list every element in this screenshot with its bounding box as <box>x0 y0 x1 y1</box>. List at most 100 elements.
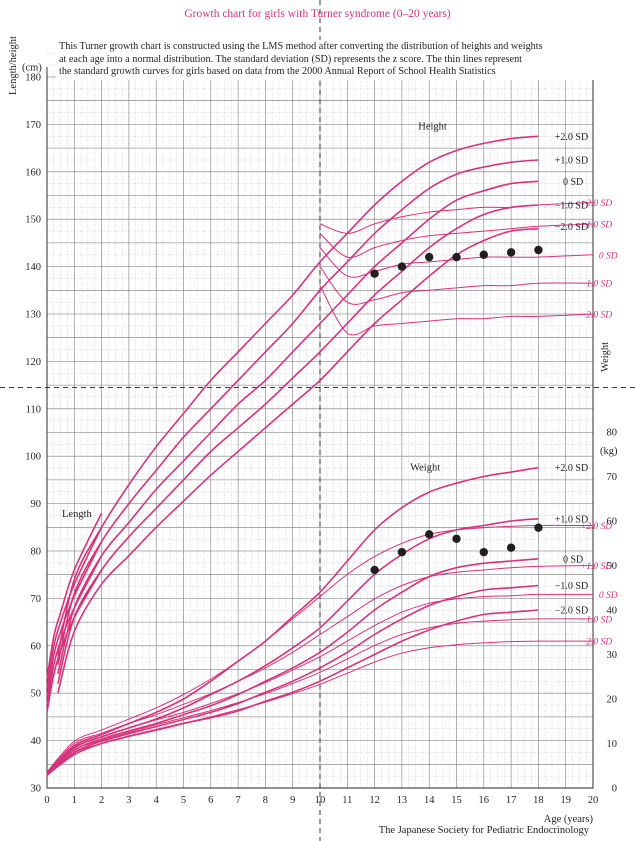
source-credit: The Japanese Society for Pediatric Endoc… <box>378 825 589 836</box>
right-tick-label: 60 <box>607 517 618 528</box>
patient-height-point <box>534 245 543 255</box>
weight-annotation: Weight <box>410 463 440 474</box>
sd-label: +1.0 SD <box>580 562 612 572</box>
turner-height-curve <box>57 159 539 665</box>
x-axis-label: Age (years) <box>544 814 594 825</box>
standard-height-curve <box>319 247 594 278</box>
left-tick-label: 150 <box>25 215 41 226</box>
axis-ticks: 0 1 2 3 4 5 6 7 8 9 10 11 12 13 14 15 16 17 18 19 2030405060… <box>22 63 618 825</box>
left-tick-label: 30 <box>31 784 42 795</box>
turner-height-curve <box>57 180 539 675</box>
right-axis-label: Weight <box>600 341 611 372</box>
turner-height-curve <box>57 227 539 694</box>
x-tick-label: 9 <box>290 795 295 806</box>
patient-height-point <box>452 252 461 262</box>
patient-weight-point <box>479 547 488 557</box>
right-tick-label: 70 <box>607 472 618 483</box>
sd-label: 0 SD <box>563 554 583 565</box>
caption-line: This Turner growth chart is constructed … <box>59 41 543 52</box>
patient-weight-point <box>425 530 434 539</box>
x-tick-label: 8 <box>263 795 268 806</box>
left-axis-label: Length/height <box>8 36 19 95</box>
sd-label: 0 SD <box>563 177 583 188</box>
standard-weight-curve <box>46 524 594 773</box>
height-annotation: Height <box>418 121 447 132</box>
left-tick-label: 140 <box>25 262 41 273</box>
patient-measurements <box>370 245 543 575</box>
caption-line: the standard growth curves for girls bas… <box>59 66 496 78</box>
x-tick-label: 6 <box>208 795 213 806</box>
growth-curves <box>46 135 594 776</box>
turner-weight-curve <box>46 558 539 775</box>
x-tick-label: 3 <box>126 795 131 806</box>
left-tick-label: 170 <box>25 120 41 131</box>
length-annotation: Length <box>62 509 92 520</box>
sd-label: −2.0 SD <box>555 606 588 617</box>
x-tick-label: 10 <box>315 795 326 806</box>
chart-title: Growth chart for girls with Turner syndr… <box>184 8 451 20</box>
sd-label: −2.0 SD <box>555 222 588 233</box>
x-tick-label: 13 <box>397 795 408 806</box>
x-tick-label: 5 <box>181 795 186 806</box>
sd-label: −2.0 SD <box>580 638 612 648</box>
left-tick-label: 50 <box>31 689 42 700</box>
standard-weight-curve <box>46 593 594 775</box>
caption-line: at each age into a normal distribution. … <box>59 53 523 65</box>
left-tick-label: 110 <box>26 404 41 415</box>
patient-height-point <box>506 248 516 257</box>
left-tick-label: 40 <box>31 736 42 747</box>
standard-weight-curve <box>46 565 594 774</box>
x-tick-label: 2 <box>99 795 104 806</box>
length-0-2-curve <box>46 569 103 713</box>
sd-label: −1.0 SD <box>580 280 612 290</box>
sd-label: −2.0 SD <box>580 311 612 321</box>
left-tick-label: 80 <box>31 547 42 558</box>
right-tick-label: 20 <box>607 695 618 706</box>
sd-label: −1.0 SD <box>555 581 588 592</box>
x-tick-label: 14 <box>424 795 435 806</box>
patient-height-point <box>397 262 407 271</box>
standard-height-curve <box>319 285 594 336</box>
right-axis-unit: (kg) <box>600 446 618 457</box>
standard-height-curve <box>319 223 594 258</box>
sd-label: +2.0 SD <box>555 132 588 143</box>
standard-weight-curve <box>46 618 594 775</box>
sd-label: +2.0 SD <box>555 463 588 474</box>
patient-weight-point <box>534 523 543 532</box>
turner-weight-curve <box>46 584 539 776</box>
patient-weight-point <box>452 534 461 543</box>
chart-caption: This Turner growth chart is constructed … <box>56 40 602 80</box>
sd-label: +1.0 SD <box>555 155 588 166</box>
x-tick-label: 7 <box>235 795 240 806</box>
right-tick-label: 0 <box>612 784 617 795</box>
x-tick-label: 4 <box>154 795 160 806</box>
sd-label: +2.0 SD <box>580 522 612 532</box>
length-0-2-curve <box>46 555 103 706</box>
patient-height-point <box>370 269 379 278</box>
x-tick-label: 18 <box>533 795 544 806</box>
x-tick-label: 12 <box>369 795 380 806</box>
length-0-2-curve <box>46 512 103 680</box>
left-tick-label: 160 <box>25 167 41 178</box>
left-tick-label: 130 <box>25 310 41 321</box>
patient-weight-point <box>506 543 516 552</box>
left-axis-unit: (cm) <box>22 63 42 74</box>
left-tick-label: 100 <box>25 452 41 463</box>
right-tick-label: 30 <box>607 650 618 661</box>
standard-height-curve <box>319 266 594 305</box>
turner-height-curve <box>57 135 539 656</box>
sd-label: 0 SD <box>599 591 618 601</box>
x-tick-label: 15 <box>451 795 462 806</box>
standard-weight-curve <box>46 640 593 776</box>
left-tick-label: 70 <box>31 594 42 605</box>
turner-height-curve <box>57 204 539 684</box>
length-0-2-curve <box>46 541 103 699</box>
left-tick-label: 90 <box>31 499 42 510</box>
sd-label: +1.0 SD <box>580 220 612 230</box>
sd-label: −1.0 SD <box>555 200 588 211</box>
x-tick-label: 1 <box>72 795 77 806</box>
sd-label: 0 SD <box>599 251 618 261</box>
